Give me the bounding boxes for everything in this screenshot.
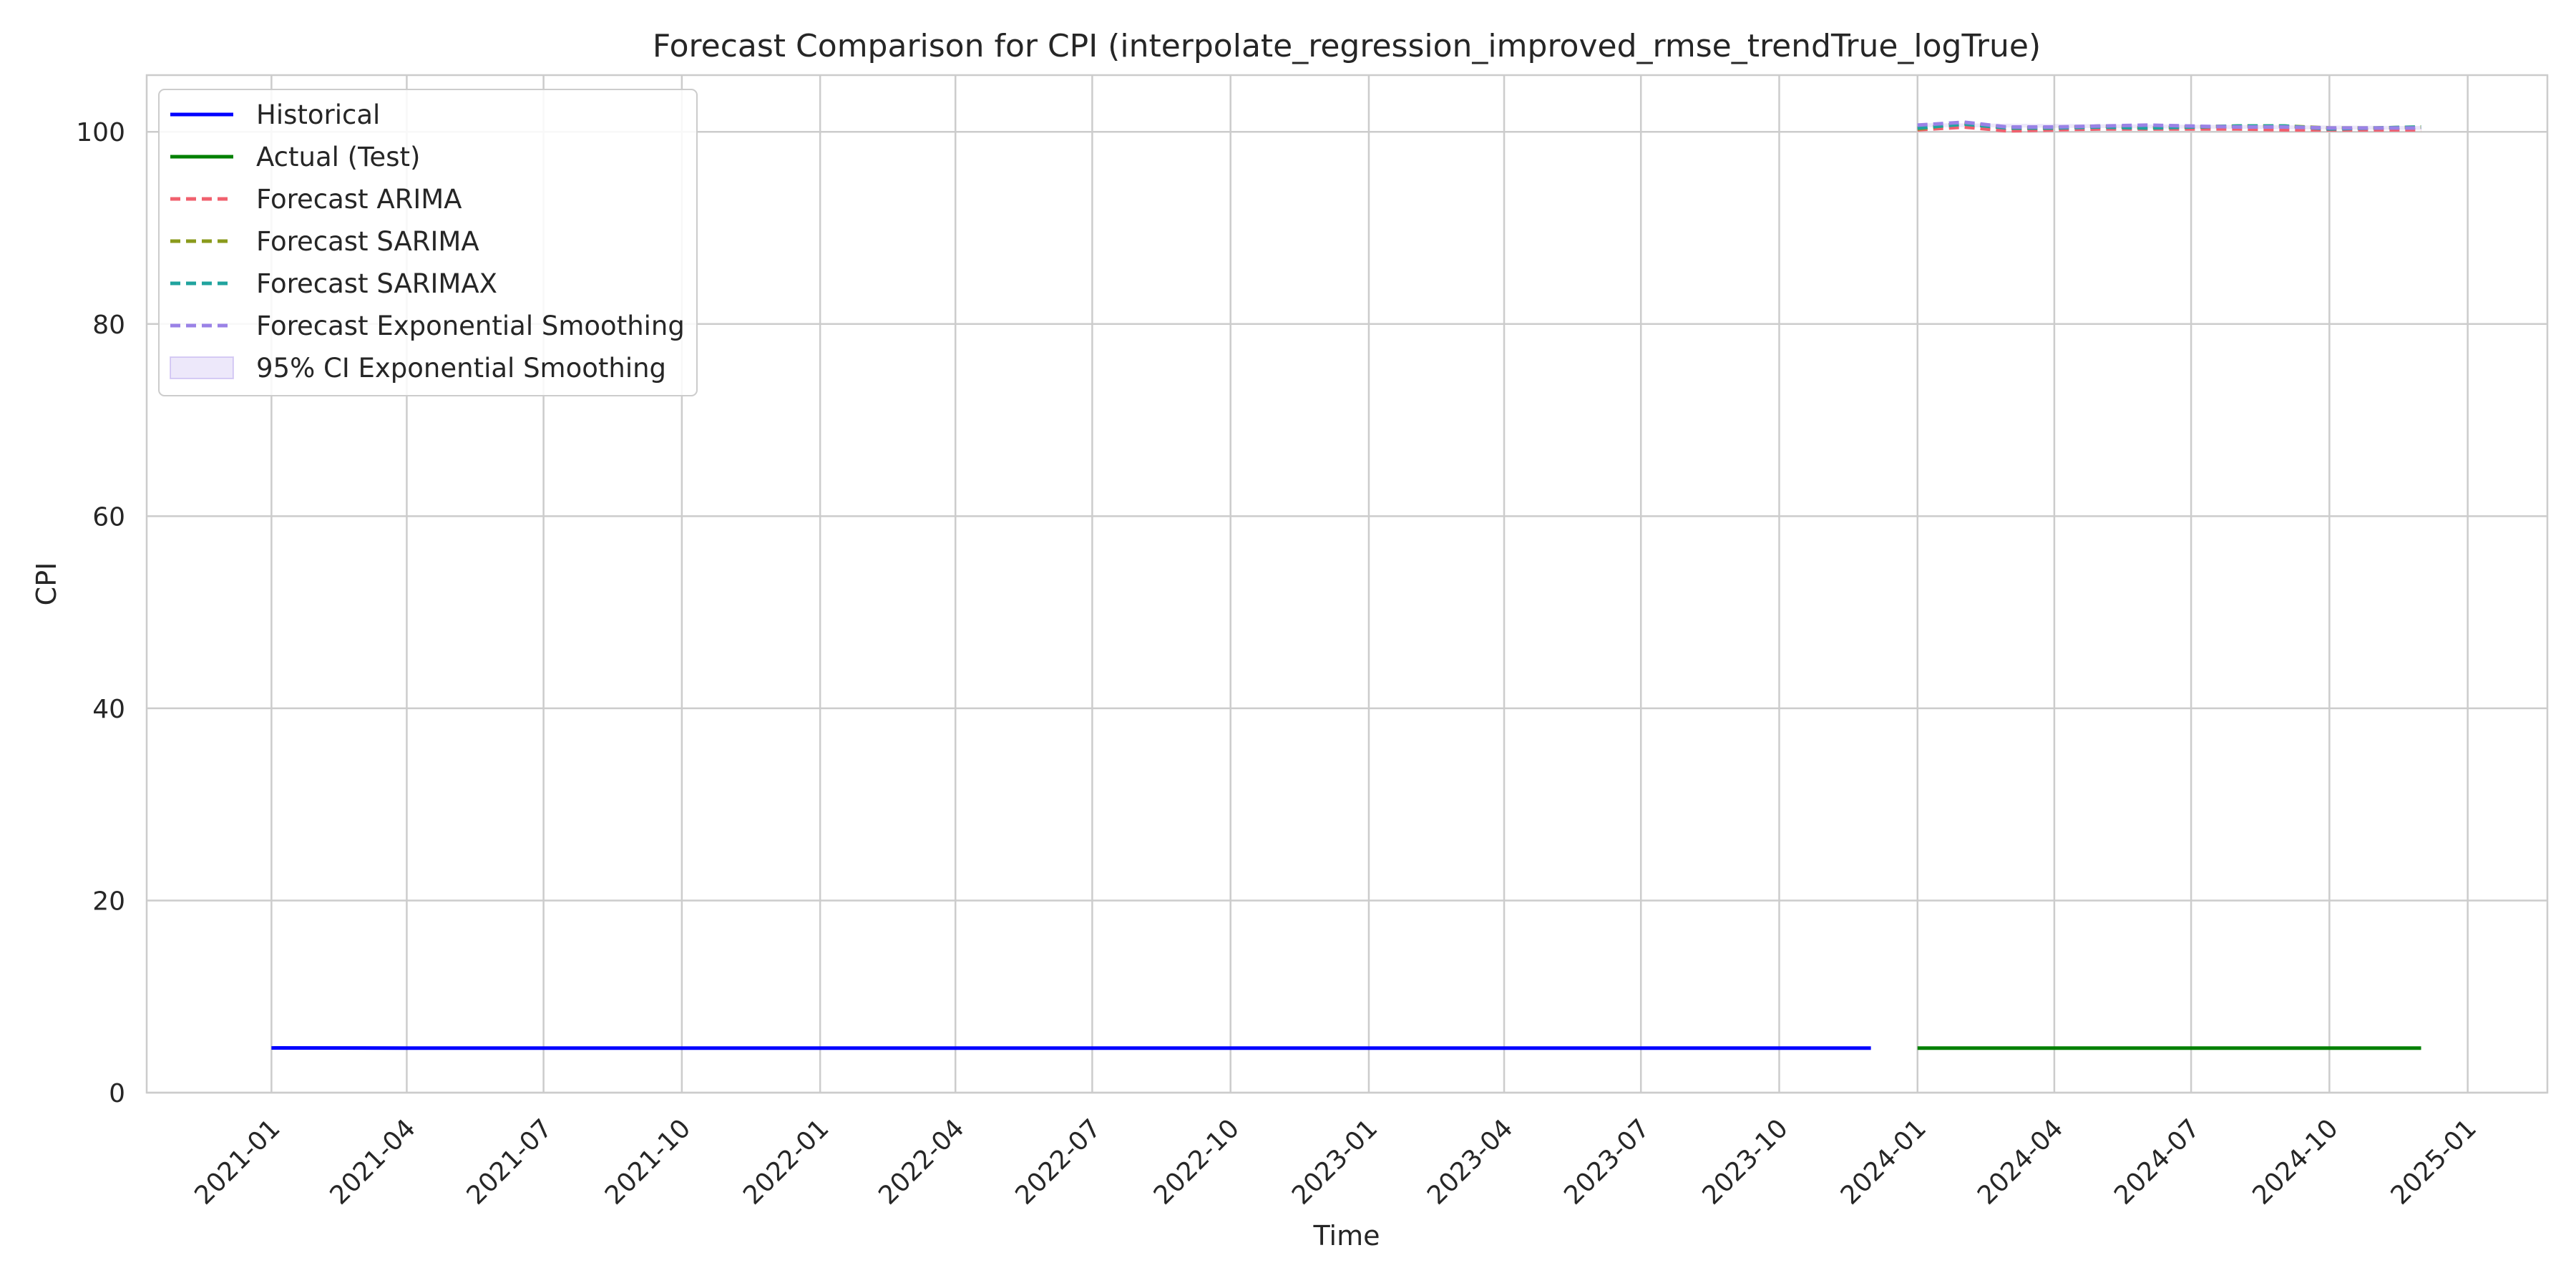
x-tick-label: 2021-07: [462, 1113, 558, 1210]
y-tick-label: 0: [109, 1079, 125, 1108]
y-tick-label: 80: [92, 311, 125, 340]
x-tick-label: 2021-10: [600, 1113, 696, 1210]
x-tick-label: 2024-10: [2247, 1113, 2343, 1210]
x-tick-label: 2023-10: [1697, 1113, 1793, 1210]
y-axis-label: CPI: [31, 562, 62, 606]
legend-label: Forecast ARIMA: [256, 184, 462, 215]
x-tick-label: 2021-04: [324, 1113, 421, 1210]
x-tick-label: 2024-04: [1972, 1113, 2069, 1210]
legend-label: Forecast SARIMAX: [256, 268, 497, 299]
x-tick-label: 2022-04: [873, 1113, 970, 1210]
x-tick-label: 2023-04: [1422, 1113, 1518, 1210]
legend-label: Forecast SARIMA: [256, 226, 479, 257]
x-tick-label: 2024-01: [1835, 1113, 1932, 1210]
series-line-forecast-arima: [1917, 125, 2421, 133]
x-tick-label: 2022-07: [1010, 1113, 1106, 1210]
legend-label: Forecast Exponential Smoothing: [256, 311, 685, 341]
x-axis-label: Time: [1313, 1220, 1380, 1252]
legend-label: Historical: [256, 99, 380, 130]
x-tick-label: 2024-07: [2109, 1113, 2205, 1210]
series-layer: [271, 120, 2421, 1050]
legend-box: [158, 89, 698, 396]
chart-title: Forecast Comparison for CPI (interpolate…: [653, 28, 2041, 64]
x-tick-label: 2022-01: [738, 1113, 834, 1210]
x-tick-label: 2023-07: [1558, 1113, 1655, 1210]
x-tick-label: 2025-01: [2386, 1113, 2482, 1210]
series-line-forecast-exponential-smoothing: [1917, 120, 2421, 130]
legend: Historical Actual (Test) Forecast ARIMA For…: [158, 89, 698, 396]
y-tick-label: 100: [76, 118, 125, 147]
y-tick-label: 40: [92, 695, 125, 724]
x-tick-label: 2023-01: [1287, 1113, 1383, 1210]
y-tick-label: 60: [92, 502, 125, 532]
x-tick-label: 2022-10: [1148, 1113, 1245, 1210]
x-tick-label: 2021-01: [189, 1113, 286, 1210]
legend-swatch: [170, 356, 234, 379]
legend-label: 95% CI Exponential Smoothing: [256, 353, 666, 384]
legend-label: Actual (Test): [256, 142, 420, 172]
y-tick-label: 20: [92, 887, 125, 916]
plot-frame: [145, 74, 2549, 1094]
